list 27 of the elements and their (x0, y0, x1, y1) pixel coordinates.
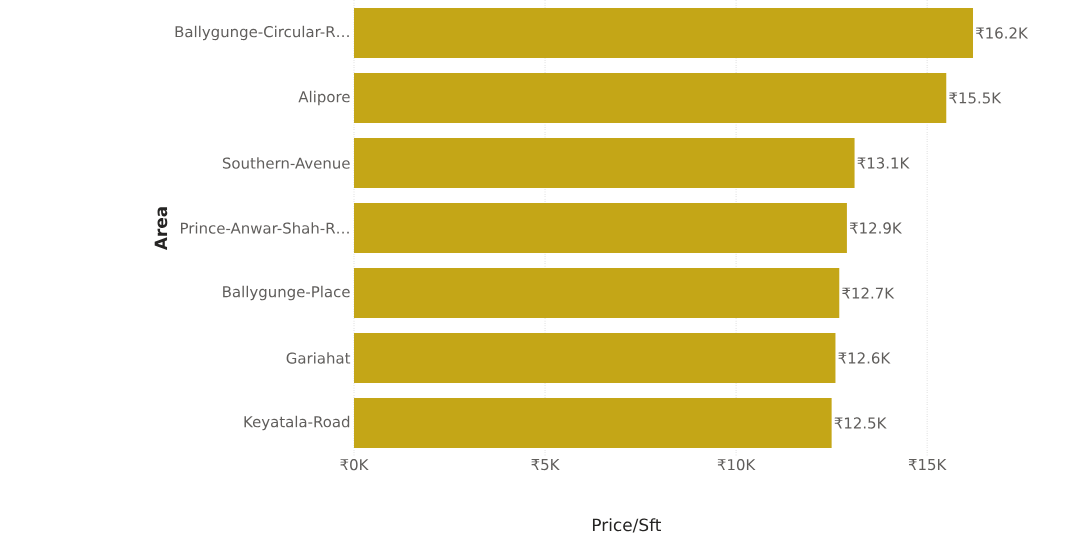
y-tick-label: Southern-Avenue (222, 157, 350, 170)
y-tick-label: Alipore (298, 91, 350, 106)
y-tick-label: Ballygunge-Place (223, 286, 350, 301)
data-label: ₹12.9K (849, 222, 902, 234)
bar (354, 398, 832, 449)
y-tick-label: Gariahat (286, 352, 351, 365)
data-label: ₹12.5K (834, 417, 887, 429)
data-label: ₹12.7K (842, 287, 895, 299)
y-tick-label: Ballygunge-Circular-R… (175, 26, 349, 41)
x-tick-label: ₹0K (340, 459, 369, 471)
x-tick-label: ₹10K (717, 459, 756, 471)
x-axis-title: Price/Sft (592, 518, 662, 533)
x-tick-label: ₹15K (908, 459, 947, 471)
data-label: ₹15.5K (949, 92, 1002, 104)
data-label: ₹12.6K (838, 352, 891, 364)
y-axis-title: Area (154, 207, 168, 251)
x-tick-label: ₹5K (531, 459, 560, 471)
bar (354, 203, 847, 254)
bar (354, 73, 947, 124)
data-label: ₹13.1K (857, 157, 910, 169)
y-tick-label: Keyatala-Road (244, 416, 350, 431)
bar (354, 268, 840, 319)
data-label: ₹16.2K (975, 27, 1029, 39)
bar (354, 138, 855, 189)
bar (354, 8, 974, 59)
bar (354, 333, 836, 384)
y-tick-label: Prince-Anwar-Shah-R… (181, 222, 349, 235)
